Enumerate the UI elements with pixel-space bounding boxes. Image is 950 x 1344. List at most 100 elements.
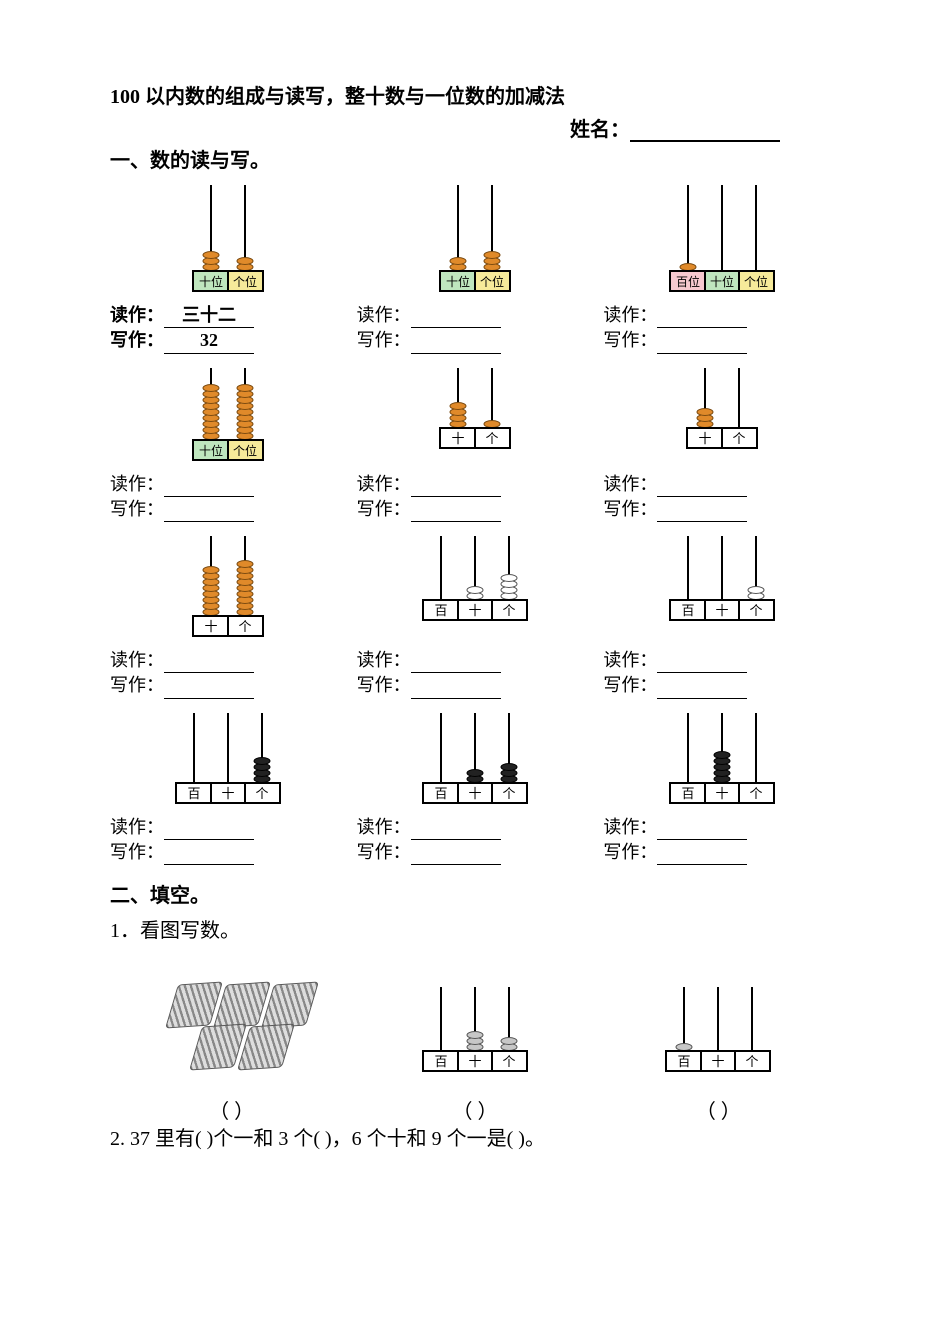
svg-text:十: 十 [715, 786, 728, 801]
svg-text:个位: 个位 [480, 274, 504, 289]
svg-text:个: 个 [502, 603, 515, 618]
write-line: 写作： [357, 328, 501, 353]
write-blank[interactable] [164, 497, 254, 522]
rw-cell: 读作： 写作： [110, 815, 347, 866]
svg-text:十: 十 [468, 786, 481, 801]
q1-figures: 百十个百十个 [110, 953, 840, 1073]
write-line: 写作： [357, 673, 501, 698]
read-blank[interactable] [657, 303, 747, 328]
write-line: 写作： [603, 673, 747, 698]
svg-text:百位: 百位 [676, 274, 700, 289]
write-blank[interactable] [411, 673, 501, 698]
write-blank[interactable] [657, 497, 747, 522]
abacus-image-row: 十位个位十位个位百位十位个位 [110, 179, 840, 297]
svg-text:十: 十 [698, 431, 711, 446]
write-line: 写作： [110, 840, 254, 865]
rw-cell: 读作： 写作： [357, 472, 594, 523]
q1-answer-row: （ ） （ ） （ ） [110, 1095, 840, 1124]
svg-text:百: 百 [678, 1054, 691, 1069]
read-blank[interactable] [657, 815, 747, 840]
read-blank[interactable] [164, 472, 254, 497]
q1-figure: 百十个 [353, 985, 596, 1073]
abacus-cell: 百十个 [603, 530, 840, 642]
abacus-image-row: 十位个位十个十个 [110, 362, 840, 466]
write-blank[interactable] [411, 497, 501, 522]
read-blank[interactable] [411, 303, 501, 328]
write-blank[interactable] [657, 673, 747, 698]
abacus-cell: 百十个 [357, 530, 594, 642]
read-blank[interactable] [657, 648, 747, 673]
svg-text:十位: 十位 [199, 443, 223, 458]
read-write-row: 读作： 写作： 读作： 写作： 读作： 写作： [110, 472, 840, 523]
rw-cell: 读作： 写作： [357, 303, 594, 354]
write-blank[interactable] [411, 840, 501, 865]
write-blank[interactable]: 32 [164, 328, 254, 353]
q1-blank-3[interactable]: （ ） [597, 1095, 840, 1124]
section2-heading: 二、填空。 [110, 879, 840, 908]
write-blank[interactable] [164, 673, 254, 698]
read-line: 读作：三十二 [110, 303, 254, 328]
svg-text:个: 个 [746, 1054, 759, 1069]
svg-text:十: 十 [715, 603, 728, 618]
abacus-cell: 百十个 [357, 707, 594, 809]
read-line: 读作： [603, 472, 747, 497]
svg-text:十: 十 [222, 786, 235, 801]
svg-text:个: 个 [485, 431, 498, 446]
svg-text:个位: 个位 [233, 443, 257, 458]
q1-blank-1[interactable]: （ ） [110, 1095, 353, 1124]
write-blank[interactable] [411, 328, 501, 353]
svg-text:十位: 十位 [446, 274, 470, 289]
abacus-rows: 十位个位十位个位百位十位个位读作：三十二写作：32读作： 写作： 读作： 写作：… [110, 179, 840, 865]
write-line: 写作： [603, 497, 747, 522]
abacus-cell: 十位个位 [110, 362, 347, 466]
rw-cell: 读作： 写作： [110, 472, 347, 523]
write-line: 写作： [603, 840, 747, 865]
svg-text:十: 十 [451, 431, 464, 446]
read-line: 读作： [110, 648, 254, 673]
name-blank[interactable] [630, 140, 780, 142]
read-blank[interactable] [411, 648, 501, 673]
abacus-image-row: 十个百十个百十个 [110, 530, 840, 642]
read-line: 读作： [357, 648, 501, 673]
write-line: 写作： [110, 497, 254, 522]
abacus-cell: 十个 [357, 362, 594, 466]
rw-cell: 读作：三十二写作：32 [110, 303, 347, 354]
write-blank[interactable] [657, 328, 747, 353]
read-write-row: 读作： 写作： 读作： 写作： 读作： 写作： [110, 815, 840, 866]
read-line: 读作： [110, 815, 254, 840]
rw-cell: 读作： 写作： [357, 815, 594, 866]
read-blank[interactable] [411, 472, 501, 497]
write-blank[interactable] [164, 840, 254, 865]
read-blank[interactable] [657, 472, 747, 497]
svg-text:个: 个 [502, 1054, 515, 1069]
svg-text:百: 百 [188, 786, 201, 801]
svg-text:个: 个 [239, 619, 252, 634]
write-line: 写作：32 [110, 328, 254, 353]
svg-text:百: 百 [434, 786, 447, 801]
write-blank[interactable] [657, 840, 747, 865]
svg-text:百: 百 [681, 786, 694, 801]
abacus-cell: 百十个 [110, 707, 347, 809]
svg-text:个: 个 [749, 603, 762, 618]
name-row: 姓名： [110, 113, 840, 142]
read-blank[interactable] [164, 815, 254, 840]
svg-text:十: 十 [468, 1054, 481, 1069]
read-blank[interactable] [164, 648, 254, 673]
abacus-image-row: 百十个百十个百十个 [110, 707, 840, 809]
rw-cell: 读作： 写作： [357, 648, 594, 699]
worksheet-page: 100 以内数的组成与读写，整十数与一位数的加减法 姓名： 一、数的读与写。 十… [0, 0, 950, 1191]
svg-text:个: 个 [256, 786, 269, 801]
read-line: 读作： [357, 815, 501, 840]
q2-text[interactable]: 2. 37 里有( )个一和 3 个( )，6 个十和 9 个一是( )。 [110, 1122, 840, 1151]
svg-text:百: 百 [434, 603, 447, 618]
read-blank[interactable]: 三十二 [164, 303, 254, 328]
read-blank[interactable] [411, 815, 501, 840]
q1-figure: 百十个 [597, 985, 840, 1073]
svg-text:个: 个 [749, 786, 762, 801]
rw-cell: 读作： 写作： [603, 815, 840, 866]
q1-blank-2[interactable]: （ ） [353, 1095, 596, 1124]
rw-cell: 读作： 写作： [603, 303, 840, 354]
abacus-cell: 十个 [110, 530, 347, 642]
read-line: 读作： [603, 303, 747, 328]
svg-text:百: 百 [434, 1054, 447, 1069]
